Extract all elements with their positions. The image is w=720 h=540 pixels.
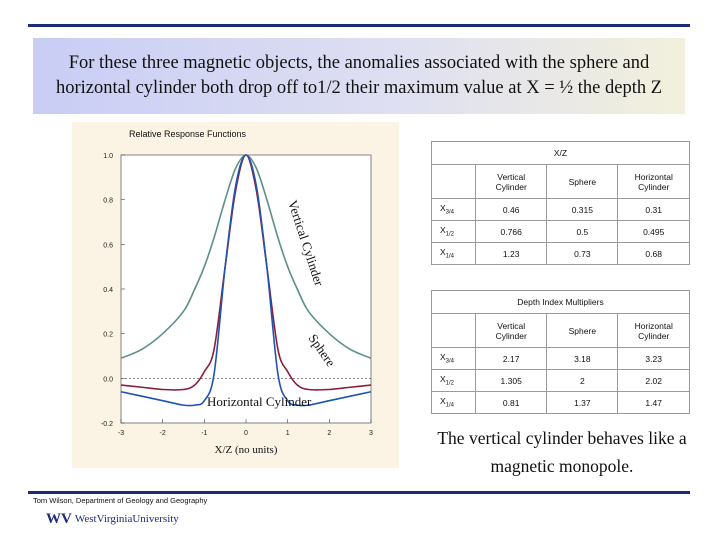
table-cell: 3.18 [546, 347, 619, 370]
x-tick-label: 1 [286, 430, 290, 437]
chart-panel: Relative Response Functions -0.2 0.0 0.2 0.4… [72, 122, 399, 468]
column-header [430, 313, 477, 348]
table-cell: 1.47 [617, 391, 690, 414]
xz-table: X/Z Vertical Cylinder Sphere Horizontal Cylin… [430, 141, 690, 265]
table-cell: 0.31 [617, 198, 690, 221]
table-cell: 0.315 [546, 198, 619, 221]
column-header: Horizontal Cylinder [617, 164, 690, 199]
y-tick-label: 0.8 [103, 198, 113, 205]
column-header [430, 164, 477, 199]
column-header: Vertical Cylinder [475, 164, 548, 199]
table-row: X3/4 0.46 0.315 0.31 [430, 198, 690, 221]
column-header: Horizontal Cylinder [617, 313, 690, 348]
x-tick-label: 2 [327, 430, 331, 437]
table-cell: 2 [546, 369, 619, 392]
response-chart: Relative Response Functions -0.2 0.0 0.2 0.4… [101, 129, 373, 456]
y-tick-label: 0.6 [103, 242, 113, 249]
conclusion-text: The vertical cylinder behaves like a mag… [437, 428, 687, 476]
row-label: X1/4 [430, 391, 477, 414]
x-axis-label: X/Z (no units) [215, 444, 278, 456]
table-cell: 2.17 [475, 347, 548, 370]
table-cell: 0.81 [475, 391, 548, 414]
row-label: X1/4 [430, 242, 477, 265]
row-label: X3/4 [430, 198, 477, 221]
x-tick-label: 3 [369, 430, 373, 437]
top-rule [28, 24, 690, 27]
row-label: X3/4 [430, 347, 477, 370]
table-cell: 3.23 [617, 347, 690, 370]
table-cell: 0.46 [475, 198, 548, 221]
university-logo: WV WestVirginiaUniversity [46, 510, 179, 528]
x-tick-label: -2 [160, 430, 166, 437]
horizontal-cylinder-curve [120, 154, 372, 407]
logo-text: WestVirginiaUniversity [74, 513, 179, 525]
table-cell: 1.23 [475, 242, 548, 265]
table-cell: 0.73 [546, 242, 619, 265]
table-row: X1/4 0.81 1.37 1.47 [430, 391, 690, 414]
chart-title: Relative Response Functions [129, 129, 247, 139]
flying-wv-icon: WV [46, 510, 72, 527]
horizontal-cylinder-label: Horizontal Cylinder [207, 394, 312, 409]
x-tick-label: -1 [201, 430, 207, 437]
table-cell: 1.305 [475, 369, 548, 392]
y-tick-label: 0.2 [103, 332, 113, 339]
row-label: X1/2 [430, 220, 477, 243]
y-tick-label: 0.0 [103, 376, 113, 383]
y-tick-label: -0.2 [101, 421, 113, 428]
plot-area [120, 154, 372, 424]
row-label: X1/2 [430, 369, 477, 392]
table-row: X1/2 1.305 2 2.02 [430, 369, 690, 392]
depth-index-table: Depth Index Multipliers Vertical Cylinder S… [430, 290, 690, 414]
slide-title: For these three magnetic objects, the an… [33, 38, 685, 114]
column-header: Sphere [546, 164, 619, 199]
x-tick-label: 0 [244, 430, 248, 437]
y-tick-label: 1.0 [103, 153, 113, 160]
table-caption: Depth Index Multipliers [431, 290, 690, 314]
y-tick-label: 0.4 [103, 287, 113, 294]
x-tick-label: -3 [118, 430, 124, 437]
table-row: X1/4 1.23 0.73 0.68 [430, 242, 690, 265]
table-cell: 0.68 [617, 242, 690, 265]
column-header: Sphere [546, 313, 619, 348]
table-row: X3/4 2.17 3.18 3.23 [430, 347, 690, 370]
table-cell: 2.02 [617, 369, 690, 392]
table-cell: 0.766 [475, 220, 548, 243]
bottom-rule [28, 491, 690, 494]
table-row: X1/2 0.766 0.5 0.495 [430, 220, 690, 243]
table-cell: 0.5 [546, 220, 619, 243]
table-cell: 1.37 [546, 391, 619, 414]
table-caption: X/Z [431, 141, 690, 165]
table-cell: 0.495 [617, 220, 690, 243]
column-header: Vertical Cylinder [475, 313, 548, 348]
footer-credit: Tom Wilson, Department of Geology and Ge… [33, 496, 208, 505]
